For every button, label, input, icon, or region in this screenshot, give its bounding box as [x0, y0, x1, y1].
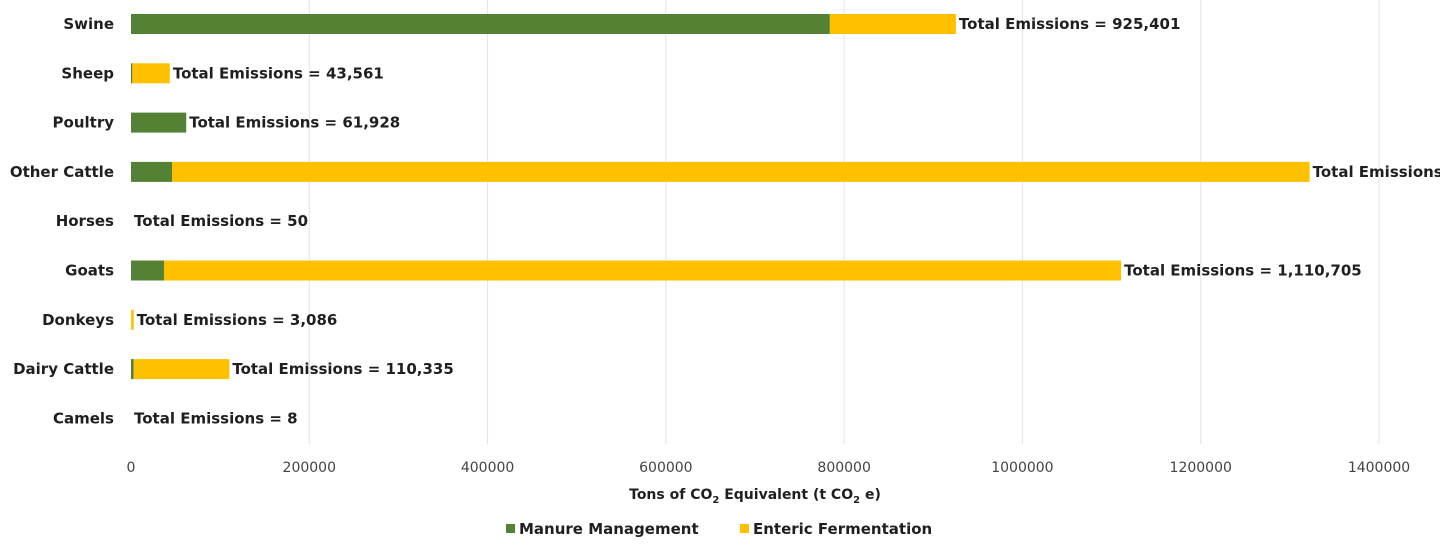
bar-manure-management [131, 161, 173, 182]
legend-swatch [506, 524, 515, 533]
gridlines [308, 0, 1380, 444]
total-emissions-label: Total Emissions = 1,110,705 [1124, 262, 1362, 280]
category-label: Camels [53, 409, 114, 427]
legend: Manure Management Enteric Fermentation [506, 520, 932, 538]
category-label: Other Cattle [10, 163, 114, 181]
bar-manure-management [131, 359, 134, 380]
x-tick-label: 600000 [639, 460, 692, 476]
legend-label: Enteric Fermentation [753, 520, 932, 538]
x-tick-label: 1200000 [1170, 460, 1232, 476]
legend-item-manure-management: Manure Management [506, 520, 699, 538]
bar-enteric-fermentation [163, 260, 1122, 281]
total-emissions-label: Total Emissions = 110,335 [232, 360, 453, 378]
x-tick-label: 1000000 [991, 460, 1053, 476]
total-emissions-label: Total Emissions = 8 [134, 409, 298, 427]
bar-enteric-fermentation [829, 14, 956, 34]
x-tick-label: 0 [127, 460, 136, 476]
category-label: Goats [65, 262, 114, 280]
total-emissions-label: Total Emissions = 3,086 [137, 311, 338, 329]
x-tick-label: 800000 [817, 460, 870, 476]
bar-enteric-fermentation [172, 161, 1310, 182]
legend-label: Manure Management [519, 520, 699, 538]
legend-item-enteric-fermentation: Enteric Fermentation [740, 520, 932, 538]
category-label: Horses [56, 212, 114, 230]
total-emissions-label: Total Emissions = 925,401 [959, 15, 1180, 33]
category-label: Poultry [53, 114, 115, 132]
total-emissions-label: Total Emissions = 61,928 [189, 114, 400, 132]
category-label: Dairy Cattle [13, 360, 114, 378]
category-label: Swine [63, 15, 114, 33]
bar-manure-management [131, 112, 187, 133]
bar-manure-management [131, 63, 133, 84]
total-emissions-label: Total Emissions = 50 [134, 212, 308, 230]
legend-swatch [740, 524, 749, 533]
x-axis-title: Tons of CO2 Equivalent (t CO2 e) [629, 487, 881, 506]
bar-manure-management [131, 14, 830, 34]
bar-enteric-fermentation [131, 309, 134, 330]
bar-manure-management [131, 260, 164, 281]
bar-enteric-fermentation [132, 63, 170, 84]
total-labels: Total Emissions = 925,401 Total Emissions… [134, 15, 1440, 427]
total-emissions-label: Total Emissions = 1,322,173 [1313, 163, 1440, 181]
bars [131, 14, 1310, 429]
category-label: Donkeys [42, 311, 114, 329]
category-label: Sheep [61, 64, 114, 82]
x-tick-label: 400000 [461, 460, 514, 476]
x-tick-label: 1400000 [1348, 460, 1410, 476]
total-emissions-label: Total Emissions = 43,561 [173, 64, 384, 82]
category-labels: Swine Sheep Poultry Other Cattle Horses Goats… [10, 15, 114, 427]
x-tick-labels: 0 200000 400000 600000 800000 1000000 1200000 1… [127, 460, 1411, 476]
x-tick-label: 200000 [283, 460, 336, 476]
bar-enteric-fermentation [133, 359, 230, 380]
